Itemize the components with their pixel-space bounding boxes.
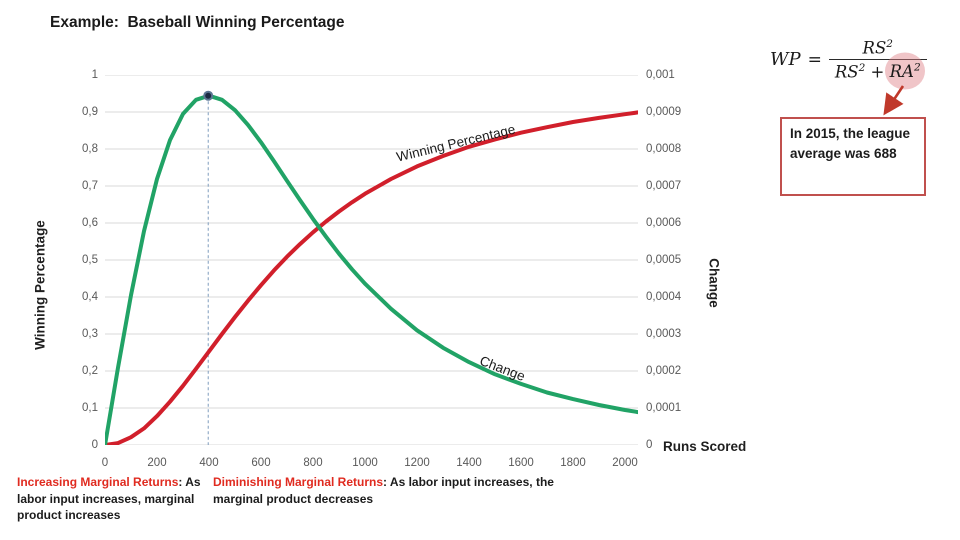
arrow-icon [883,85,905,116]
left-axis-tick-label: 0,3 [82,328,98,340]
formula-denominator: RS2 + RA2 [829,52,927,90]
right-axis-title: Change [706,258,722,308]
left-axis-tick-label: 0,8 [82,143,98,155]
x-axis-tick-label: 2000 [612,457,638,469]
right-axis-tick-label: 0,0005 [646,254,682,266]
x-axis-tick-label: 200 [147,457,167,469]
right-axis-tick-label: 0,0008 [646,143,682,155]
left-axis-tick-label: 1 [91,69,98,81]
left-axis-tick-label: 0,6 [82,217,98,229]
right-axis-tick-label: 0,0007 [646,180,682,192]
peak-marker [203,90,214,101]
formula-lhs: WP [770,49,801,70]
footnote-diminishing-returns: Diminishing Marginal Returns: As labor i… [213,475,554,506]
ra-term: RA2 [889,61,921,82]
left-axis-title: Winning Percentage [32,220,48,350]
x-axis-tick-label: 400 [199,457,219,469]
x-axis-tick-label: 1600 [508,457,534,469]
x-axis-tick-label: 0 [101,457,109,469]
left-axis-tick-label: 0,7 [82,180,98,192]
right-axis-tick-label: 0,0006 [646,217,682,229]
left-axis-tick-label: 0,1 [82,402,98,414]
x-axis-tick-label: 1200 [404,457,430,469]
x-axis-tick-label: 1400 [456,457,482,469]
x-axis-tick-label: 1800 [560,457,586,469]
right-axis-tick-label: 0,001 [646,69,675,81]
right-axis-tick-label: 0,0003 [646,328,682,340]
highlight-circle [885,52,926,90]
change-curve [105,93,638,445]
right-axis-tick-label: 0,0002 [646,365,682,377]
left-axis-tick-label: 0,5 [82,254,98,266]
formula-equals: = [807,49,822,70]
x-axis-tick-label: 600 [251,457,271,469]
wp-curve [105,110,638,445]
left-axis-tick-label: 0,2 [82,365,98,377]
left-axis-tick-label: 0,9 [82,106,98,118]
page-title: Example: Baseball Winning Percentage [50,14,345,31]
right-axis-tick-label: 0,0001 [646,402,682,414]
ra-term-highlighted: RA2 [885,52,926,90]
x-axis-tick-label: 800 [303,457,323,469]
right-axis-tick-label: 0,0004 [646,291,682,303]
formula-fraction: RS2 RS2 + RA2 [828,38,927,90]
x-axis-title: Runs Scored [663,439,747,454]
left-axis-tick-label: 0,4 [82,291,98,303]
formula-numerator: RS2 [828,38,927,60]
right-axis-tick-label: 0 [646,439,653,451]
x-axis-tick-label: 1000 [352,457,378,469]
footnote-increasing-returns: Increasing Marginal Returns: As labor in… [17,475,201,523]
left-axis-tick-label: 0 [91,439,98,451]
right-axis-tick-label: 0,0009 [646,106,682,118]
callout-box: In 2015, the league average was 688 [780,117,926,196]
chart-plot-area [105,75,638,445]
win-percentage-formula: WP = RS2 RS2 + RA2 [770,38,927,90]
